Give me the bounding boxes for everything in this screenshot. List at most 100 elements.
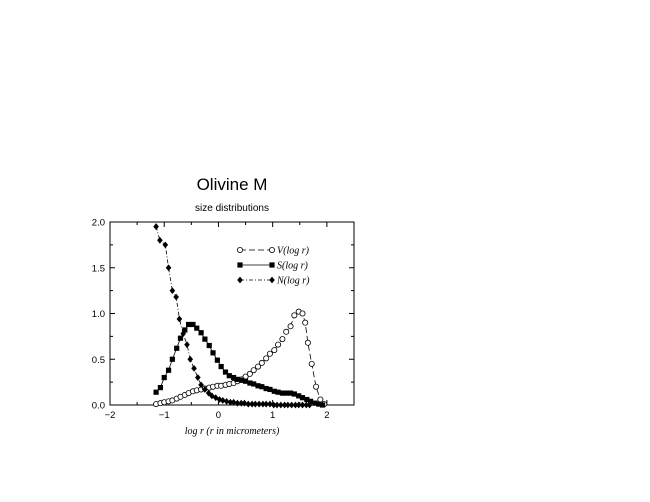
data-point (198, 330, 204, 336)
data-point (263, 385, 269, 392)
data-point (313, 383, 320, 390)
data-point (241, 399, 248, 407)
data-point (212, 394, 219, 402)
data-point (299, 395, 306, 401)
data-point (266, 350, 273, 357)
x-tick-label: 1 (270, 410, 275, 421)
y-tick-label: 1.5 (92, 263, 105, 274)
y-tick-label: 2.0 (92, 218, 105, 229)
data-point (256, 400, 262, 408)
data-point (278, 401, 284, 409)
data-point (304, 339, 311, 346)
data-point (169, 287, 176, 295)
legend-marker (269, 276, 275, 284)
data-point (252, 400, 259, 408)
series-layer (153, 223, 328, 409)
legend-marker (269, 262, 275, 268)
y-tick-label: 0.5 (92, 355, 105, 366)
x-tick-label: −2 (105, 410, 116, 421)
data-point (230, 398, 237, 406)
data-point (173, 293, 179, 301)
data-point (271, 347, 278, 354)
data-point (258, 359, 265, 366)
data-point (239, 377, 245, 383)
data-point (302, 319, 309, 326)
data-point (153, 389, 159, 395)
y-tick-label: 1.0 (92, 309, 105, 320)
data-point (287, 323, 294, 330)
data-point (291, 391, 297, 397)
data-point (242, 378, 249, 384)
series-3 (153, 223, 313, 409)
data-point (227, 398, 234, 406)
data-point (308, 398, 314, 404)
data-point (165, 264, 172, 272)
data-point (153, 223, 159, 230)
data-point (288, 401, 295, 409)
data-point (319, 402, 326, 408)
data-point (275, 341, 282, 348)
axis-ticks: −2 −1 0 1 2 0.0 0.5 1.0 1.5 2.0 (92, 218, 355, 421)
legend-item: N(log r) (237, 276, 310, 287)
data-point (187, 355, 194, 363)
data-point (260, 400, 266, 408)
x-axis-label: log r (r in micrometers) (185, 426, 280, 437)
legend-label: N(log r) (276, 276, 310, 287)
legend-item: S(log r) (237, 261, 309, 272)
data-point (267, 386, 273, 393)
data-point (195, 374, 201, 381)
data-point (194, 325, 200, 331)
data-point (219, 397, 226, 404)
data-point (176, 315, 183, 323)
data-point (285, 401, 291, 409)
data-point (291, 312, 298, 319)
legend-marker (236, 246, 243, 253)
data-point (299, 401, 306, 409)
legend: V(log r) S(log r) N(log r) (236, 246, 310, 287)
data-point (157, 236, 163, 244)
data-point (162, 241, 169, 249)
data-point (316, 401, 322, 407)
data-point (283, 390, 289, 396)
data-point (251, 381, 257, 387)
data-point (267, 400, 273, 408)
series-line (156, 311, 325, 405)
y-tick-label: 0.0 (92, 401, 105, 412)
data-point (186, 321, 192, 328)
data-point (245, 400, 252, 408)
data-point (231, 374, 237, 381)
data-point (275, 389, 281, 395)
data-point (259, 384, 265, 390)
legend-marker (237, 276, 243, 284)
data-point (304, 396, 310, 403)
data-point (184, 341, 190, 349)
data-point (279, 390, 286, 396)
data-point (317, 396, 324, 403)
data-point (250, 367, 257, 374)
data-point (296, 393, 302, 399)
legend-label: V(log r) (277, 246, 310, 257)
data-point (295, 401, 302, 409)
data-point (169, 356, 175, 362)
data-point (182, 327, 188, 333)
data-point (206, 342, 212, 349)
data-point (180, 330, 186, 338)
data-point (292, 401, 299, 409)
data-point (287, 390, 294, 396)
data-point (161, 374, 167, 381)
data-point (202, 386, 208, 393)
data-point (255, 363, 262, 370)
data-point (177, 335, 184, 341)
series-1 (153, 308, 328, 408)
legend-label: S(log r) (277, 261, 309, 272)
data-point (157, 385, 164, 391)
data-point (306, 401, 313, 409)
data-point (223, 397, 230, 405)
legend-marker (237, 262, 243, 268)
data-point (191, 365, 197, 372)
data-point (214, 357, 220, 363)
data-point (165, 367, 172, 373)
chart-title: Olivine M (197, 175, 268, 194)
data-point (299, 310, 306, 317)
